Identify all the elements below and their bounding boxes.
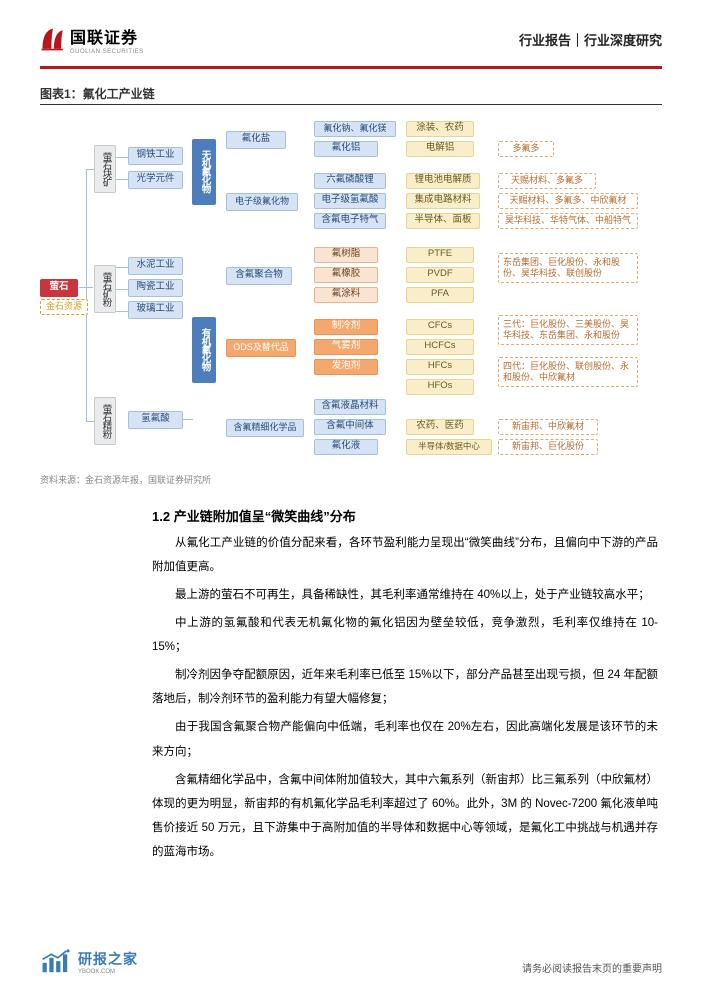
node-item: 含氟电子特气 bbox=[314, 213, 386, 229]
node-item: 含氟中间体 bbox=[314, 419, 386, 435]
node-ind: 氢氟酸 bbox=[128, 411, 183, 429]
node-company: 天赐材料、多氟多 bbox=[498, 173, 596, 189]
node-out: 半导体/数据中心 bbox=[406, 439, 492, 455]
node-out: 集成电路材料 bbox=[406, 193, 480, 209]
node-item: 氟涂料 bbox=[314, 287, 378, 303]
node-company: 三代：巨化股份、三美股份、昊华科技、东岳集团、永和股份 bbox=[498, 315, 638, 345]
node-item: 含氟液晶材料 bbox=[314, 399, 386, 415]
node-out: 农药、医药 bbox=[406, 419, 474, 435]
node-company: 天赐材料、多氟多、中欣氟材 bbox=[498, 193, 638, 209]
node-item: 气雾剂 bbox=[314, 339, 378, 355]
node-item: 氟化铝 bbox=[314, 141, 378, 157]
paragraph: 最上游的萤石不可再生，具备稀缺性，其毛利率通常维持在 40%以上，处于产业链较高… bbox=[152, 583, 658, 607]
node-l1: 萤石矿粉 bbox=[94, 265, 116, 313]
node-item: 制冷剂 bbox=[314, 319, 378, 335]
node-ind: 钢铁工业 bbox=[128, 147, 183, 165]
figure-source: 资料来源：金石资源年报，国联证券研究所 bbox=[40, 473, 662, 486]
section-heading: 1.2 产业链附加值呈“微笑曲线”分布 bbox=[152, 506, 662, 525]
flowchart: 萤石 金石资源 萤石块矿 萤石矿粉 萤石精粉 钢铁工业 光学元件 水泥工业 陶瓷… bbox=[40, 117, 662, 469]
paragraph: 制冷剂因争夺配额原因，近年来毛利率已低至 15%以下，部分产品甚至出现亏损，但 … bbox=[152, 663, 658, 711]
node-item: 六氟磷酸锂 bbox=[314, 173, 386, 189]
node-out: PVDF bbox=[406, 267, 474, 283]
node-out: 锂电池电解质 bbox=[406, 173, 480, 189]
node-group: 电子级氟化物 bbox=[226, 193, 298, 211]
node-item: 氟化液 bbox=[314, 439, 378, 455]
node-mid: 有机氟化物 bbox=[192, 317, 216, 383]
node-root: 萤石 bbox=[40, 279, 78, 297]
divider bbox=[40, 104, 662, 105]
node-group: 含氟聚合物 bbox=[226, 267, 292, 285]
node-out: PTFE bbox=[406, 247, 474, 263]
company-name-en: GUOLIAN SECURITIES bbox=[70, 49, 144, 55]
body-text: 从氟化工产业链的价值分配来看，各环节盈利能力呈现出“微笑曲线”分布，且偏向中下游… bbox=[152, 531, 658, 865]
node-out: HCFCs bbox=[406, 339, 474, 355]
footer-logo: 研报之家YBOOK.COM bbox=[40, 949, 138, 975]
company-name: 国联证券 bbox=[70, 24, 144, 48]
chart-icon bbox=[40, 949, 74, 975]
node-item: 氟树脂 bbox=[314, 247, 378, 263]
node-company: 新宙邦、巨化股份 bbox=[498, 439, 598, 455]
node-out: PFA bbox=[406, 287, 474, 303]
node-out: 半导体、面板 bbox=[406, 213, 480, 229]
node-group: ODS及替代品 bbox=[226, 339, 296, 357]
node-item: 发泡剂 bbox=[314, 359, 378, 375]
company-logo-icon bbox=[40, 26, 66, 52]
report-type: 行业报告｜行业深度研究 bbox=[519, 30, 662, 49]
node-ind: 光学元件 bbox=[128, 171, 183, 189]
node-out: HFCs bbox=[406, 359, 474, 375]
node-l1: 萤石块矿 bbox=[94, 145, 116, 193]
node-item: 氟化钠、氟化镁 bbox=[314, 121, 396, 137]
node-company: 新宙邦、中欣氟材 bbox=[498, 419, 598, 435]
node-ind: 水泥工业 bbox=[128, 257, 183, 275]
paragraph: 中上游的氢氟酸和代表无机氟化物的氟化铝因为壁垒较低，竞争激烈，毛利率仅维持在 1… bbox=[152, 611, 658, 659]
node-group: 氟化盐 bbox=[226, 131, 286, 149]
logo: 国联证券GUOLIAN SECURITIES bbox=[40, 24, 144, 55]
node-root-sub: 金石资源 bbox=[40, 299, 88, 315]
node-out: CFCs bbox=[406, 319, 474, 335]
node-ind: 玻璃工业 bbox=[128, 301, 183, 319]
node-out: 涂装、农药 bbox=[406, 121, 474, 137]
node-company: 四代：巨化股份、联创股份、永和股份、中欣氟材 bbox=[498, 357, 638, 387]
footer-brand: 研报之家 bbox=[78, 949, 138, 969]
divider bbox=[40, 66, 662, 69]
node-item: 电子级氢氟酸 bbox=[314, 193, 386, 209]
node-item: 氟橡胶 bbox=[314, 267, 378, 283]
node-company: 昊华科技、华特气体、中船特气 bbox=[498, 213, 638, 229]
node-company: 多氟多 bbox=[498, 141, 554, 157]
footer-brand-sub: YBOOK.COM bbox=[78, 969, 138, 975]
footer-note: 请务必阅读报告末页的重要声明 bbox=[522, 960, 662, 975]
node-out: 电解铝 bbox=[406, 141, 474, 157]
paragraph: 由于我国含氟聚合物产能偏向中低端，毛利率也仅在 20%左右，因此高端化发展是该环… bbox=[152, 715, 658, 763]
node-mid: 无机氟化物 bbox=[192, 139, 216, 205]
node-out: HFOs bbox=[406, 379, 474, 395]
node-l1: 萤石精粉 bbox=[94, 397, 116, 445]
paragraph: 从氟化工产业链的价值分配来看，各环节盈利能力呈现出“微笑曲线”分布，且偏向中下游… bbox=[152, 531, 658, 579]
footer: 研报之家YBOOK.COM 请务必阅读报告末页的重要声明 bbox=[40, 949, 662, 975]
figure-title: 图表1：氟化工产业链 bbox=[40, 85, 662, 102]
node-ind: 陶瓷工业 bbox=[128, 279, 183, 297]
paragraph: 含氟精细化学品中，含氟中间体附加值较大，其中六氟系列（新宙邦）比三氟系列（中欣氟… bbox=[152, 768, 658, 865]
node-company: 东岳集团、巨化股份、永和股份、昊华科技、联创股份 bbox=[498, 253, 638, 283]
header: 国联证券GUOLIAN SECURITIES 行业报告｜行业深度研究 bbox=[40, 22, 662, 56]
node-group: 含氟精细化学品 bbox=[226, 419, 304, 437]
